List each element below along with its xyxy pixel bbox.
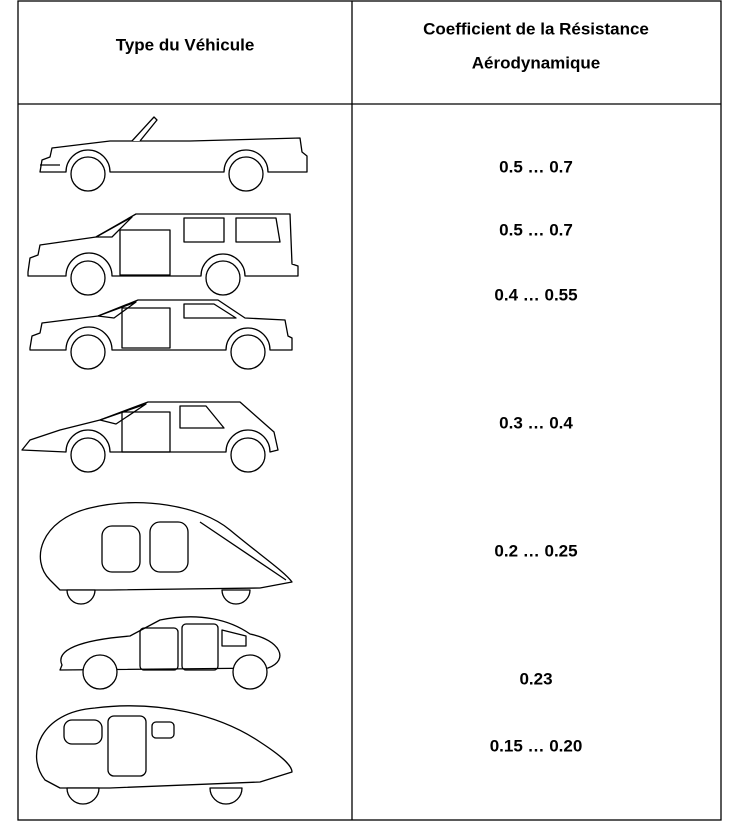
car-streamliner: [37, 706, 292, 804]
coefficient-value: 0.5 … 0.7: [499, 157, 573, 176]
table: Type du Véhicule Coefficient de la Résis…: [0, 0, 738, 821]
coefficient-value: 0.4 … 0.55: [494, 285, 577, 304]
coefficient-value: 0.2 … 0.25: [494, 541, 577, 560]
header-coefficient: Coefficient de la Résistance: [423, 19, 649, 38]
coefficient-value: 0.23: [519, 669, 552, 688]
car-hatchback: [22, 402, 278, 472]
car-teardrop: [40, 503, 292, 604]
car-wagon: [28, 214, 298, 295]
car-sedan: [30, 300, 292, 369]
header-vehicle: Type du Véhicule: [116, 35, 255, 54]
coefficient-value: 0.3 … 0.4: [499, 413, 573, 432]
header-coefficient: Aérodynamique: [472, 53, 600, 72]
car-convertible: [40, 117, 307, 191]
coefficient-value: 0.15 … 0.20: [490, 736, 583, 755]
coefficient-value: 0.5 … 0.7: [499, 220, 573, 239]
page: Type du Véhicule Coefficient de la Résis…: [0, 0, 738, 821]
car-coupe: [60, 617, 280, 689]
table-border: [18, 1, 721, 820]
